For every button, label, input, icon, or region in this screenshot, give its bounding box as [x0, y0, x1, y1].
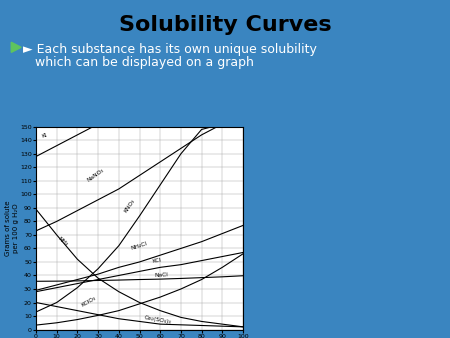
- Y-axis label: Grams of solute
per 100 g H₂O: Grams of solute per 100 g H₂O: [5, 200, 19, 256]
- Text: Ce₂(SO₄)₃: Ce₂(SO₄)₃: [143, 315, 171, 325]
- Text: Solubility Curves: Solubility Curves: [119, 15, 331, 35]
- Text: KCl: KCl: [152, 258, 162, 264]
- Text: NH₃: NH₃: [57, 236, 69, 247]
- Text: ► Each substance has its own unique solubility: ► Each substance has its own unique solu…: [23, 43, 317, 56]
- Text: NH₄Cl: NH₄Cl: [130, 241, 148, 251]
- Text: KClO₃: KClO₃: [80, 295, 97, 307]
- Text: NaNO₃: NaNO₃: [86, 168, 105, 183]
- Text: KI: KI: [41, 132, 48, 139]
- Text: KNO₃: KNO₃: [123, 198, 136, 213]
- Text: which can be displayed on a graph: which can be displayed on a graph: [23, 56, 254, 69]
- Text: NaCl: NaCl: [154, 272, 168, 278]
